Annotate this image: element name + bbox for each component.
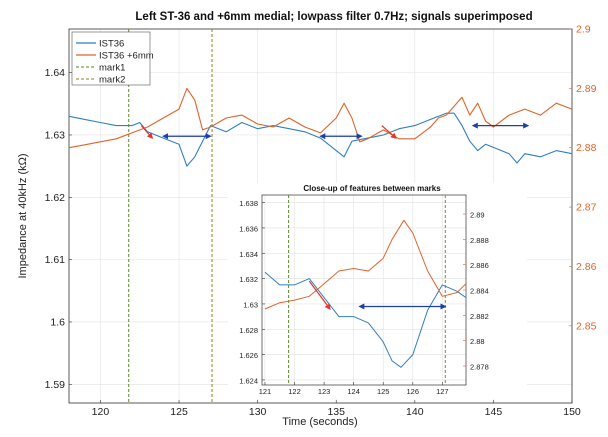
y-tick-label-left: 1.638 <box>239 199 258 208</box>
y-tick-label-left: 1.624 <box>239 376 258 385</box>
x-tick-label: 120 <box>92 406 110 418</box>
main-annotation-arrows <box>140 122 530 140</box>
plot-frame <box>68 28 573 404</box>
x-tick-label: 135 <box>327 406 345 418</box>
y-tick-label-right: 2.9 <box>576 24 591 36</box>
inset-mark-lines <box>288 195 446 385</box>
mark-lines <box>128 29 213 403</box>
inset-series-lines <box>264 219 467 368</box>
inset-x-axis-ticks: 121 122 123 124 125 126 127 <box>259 382 449 396</box>
x-axis-ticks: 120 125 130 135 140 145 150 <box>92 400 581 418</box>
x-tick-label: 127 <box>436 387 449 396</box>
y-tick-label-left: 1.59 <box>45 379 66 391</box>
y-tick-label-left: 1.628 <box>239 326 258 335</box>
y-tick-label-left: 1.626 <box>239 351 258 360</box>
x-tick-label: 124 <box>347 387 360 396</box>
y-tick-label-left: 1.62 <box>45 192 66 204</box>
x-tick-label: 123 <box>318 387 331 396</box>
y-tick-label-right: 2.882 <box>470 312 489 321</box>
legend-label-ist36: IST36 <box>99 39 124 50</box>
series-line-ist36 <box>68 112 573 167</box>
y-tick-label-right: 2.85 <box>576 320 597 332</box>
legend-label-mark2: mark2 <box>99 75 125 86</box>
y-tick-label-left: 1.636 <box>239 224 258 233</box>
legend-label-mark1: mark1 <box>99 63 125 74</box>
x-tick-label: 150 <box>563 406 581 418</box>
y-tick-label-left: 1.63 <box>45 129 66 141</box>
inset-background <box>228 183 527 399</box>
y-tick-label-right: 2.89 <box>470 211 485 220</box>
x-tick-label: 145 <box>485 406 503 418</box>
inset-title: Close-up of features between marks <box>303 184 441 193</box>
y-tick-label-left: 1.61 <box>45 254 66 266</box>
red-arrow <box>140 125 154 139</box>
red-arrow <box>381 125 397 139</box>
right-y-axis-ticks: 2.85 2.86 2.87 2.88 2.89 2.9 <box>569 24 597 332</box>
y-tick-label-right: 2.884 <box>470 287 489 296</box>
y-axis-label: Impedance at 40kHz (kΩ) <box>17 154 29 279</box>
series-line-ist36-6mm <box>68 87 573 149</box>
inset-right-y-axis-ticks: 2.878 2.88 2.882 2.884 2.886 2.888 2.89 <box>463 211 489 372</box>
legend: IST36 IST36 +6mm mark1 mark2 <box>71 31 154 86</box>
y-tick-label-right: 2.878 <box>470 363 489 372</box>
x-tick-label: 121 <box>259 387 272 396</box>
left-y-axis-ticks: 1.59 1.6 1.61 1.62 1.63 1.64 <box>45 67 72 391</box>
y-tick-label-left: 1.632 <box>239 275 258 284</box>
x-axis-label: Time (seconds) <box>282 416 357 428</box>
y-tick-label-right: 2.888 <box>470 236 489 245</box>
y-tick-label-right: 2.886 <box>470 261 489 270</box>
chart-title: Left ST-36 and +6mm medial; lowpass filt… <box>135 11 532 23</box>
legend-box <box>71 31 151 86</box>
inset-left-y-axis-ticks: 1.624 1.626 1.628 1.63 1.632 1.634 1.636 1.638 <box>239 199 265 385</box>
legend-label-ist36-6mm: IST36 +6mm <box>99 51 154 62</box>
x-tick-label: 140 <box>406 406 424 418</box>
x-tick-label: 130 <box>249 406 267 418</box>
y-tick-label-right: 2.87 <box>576 202 597 214</box>
inset-chart: Close-up of features between marks 121 12… <box>228 183 527 399</box>
inset-annotation-arrows <box>308 280 447 310</box>
y-tick-label-left: 1.64 <box>45 67 66 79</box>
y-tick-label-left: 1.6 <box>50 316 65 328</box>
x-tick-label: 122 <box>288 387 301 396</box>
series-line-ist36-6mm <box>264 219 467 310</box>
y-tick-label-right: 2.88 <box>576 142 597 154</box>
main-series-lines <box>68 87 573 167</box>
y-tick-label-right: 2.86 <box>576 261 597 273</box>
series-line-ist36 <box>264 271 467 368</box>
y-tick-label-right: 2.88 <box>470 337 485 346</box>
x-tick-label: 126 <box>407 387 420 396</box>
y-tick-label-left: 1.634 <box>239 250 258 259</box>
x-tick-label: 125 <box>377 387 390 396</box>
x-tick-label: 125 <box>170 406 188 418</box>
y-tick-label-right: 2.89 <box>576 83 597 95</box>
red-arrow <box>308 280 331 310</box>
y-tick-label-left: 1.63 <box>243 300 258 309</box>
